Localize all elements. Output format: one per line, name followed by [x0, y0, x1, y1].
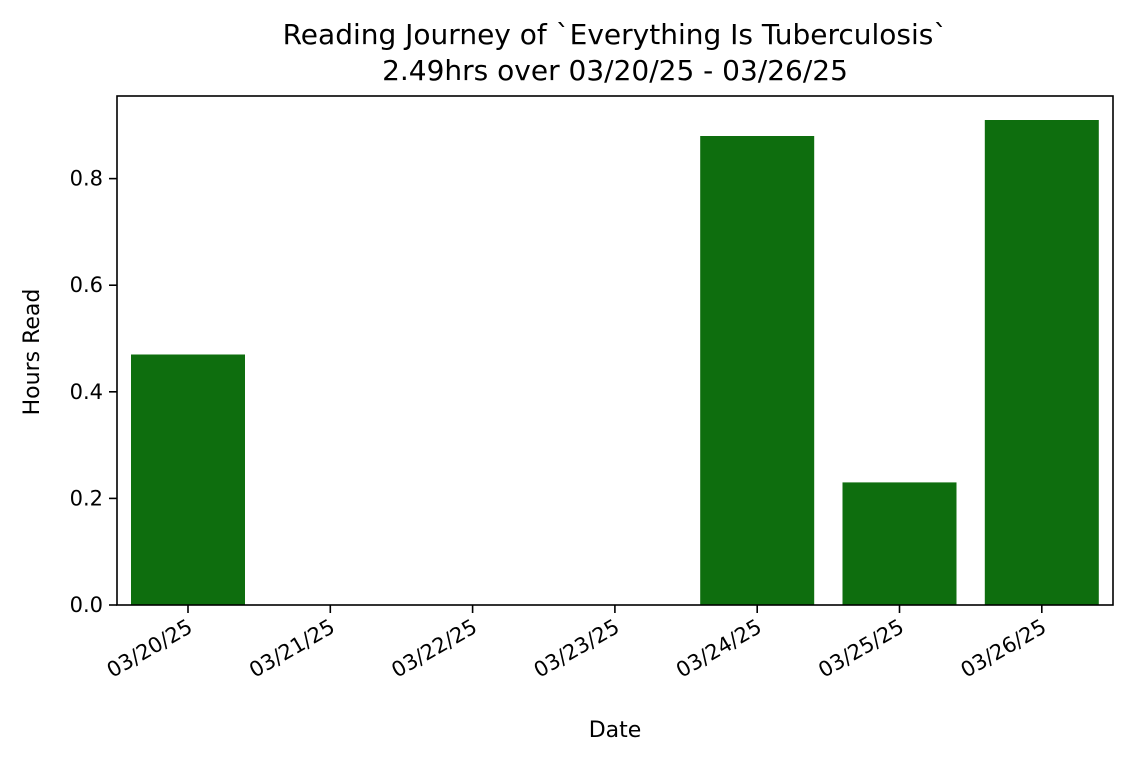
bar-03-26-25: [984, 120, 1099, 605]
x-axis: 03/20/25 03/21/25 03/22/25 03/23/25 03/24/25…: [103, 605, 1050, 682]
bars-group: [131, 120, 1099, 605]
y-axis-label: Hours Read: [20, 289, 45, 416]
y-tick-label: 0.6: [70, 273, 103, 297]
x-tick-label: 03/22/25: [387, 615, 481, 683]
x-tick-label: 03/25/25: [814, 615, 908, 683]
y-tick-label: 0.8: [70, 167, 103, 191]
y-tick-label: 0.4: [70, 380, 103, 404]
plot-frame: [116, 95, 1114, 606]
x-tick-label: 03/23/25: [530, 615, 624, 683]
y-tick-label: 0.2: [70, 486, 103, 510]
x-tick-label: 03/20/25: [103, 615, 197, 683]
x-tick-label: 03/24/25: [672, 615, 766, 683]
bar-03-25-25: [842, 482, 957, 605]
y-axis: 0.0 0.2 0.4 0.6 0.8: [70, 167, 117, 617]
chart-subtitle: 2.49hrs over 03/20/25 - 03/26/25: [382, 54, 848, 87]
bar-03-20-25: [131, 354, 245, 605]
chart-title: Reading Journey of `Everything Is Tuberc…: [283, 18, 948, 51]
bar-03-24-25: [700, 136, 815, 605]
x-axis-label: Date: [589, 718, 642, 743]
y-tick-label: 0.0: [70, 593, 103, 617]
x-tick-label: 03/21/25: [245, 615, 339, 683]
x-tick-label: 03/26/25: [957, 615, 1051, 683]
